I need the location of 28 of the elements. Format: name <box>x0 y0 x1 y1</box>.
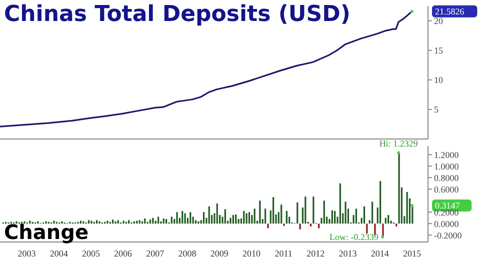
chart-title: Chinas Total Deposits (USD) <box>4 2 350 27</box>
x-tick-label: 2003 <box>18 248 36 258</box>
y-tick-label: 10 <box>434 75 444 86</box>
annotation: 21.5826 <box>435 6 465 16</box>
y-tick-label: 1.0000 <box>434 161 460 172</box>
y-tick-label: 0.8000 <box>434 172 460 183</box>
y-tick-label: 5 <box>434 104 439 115</box>
annotation: Hi: 1.2329 <box>379 138 418 149</box>
y-tick-label: -0.2000 <box>434 230 462 240</box>
y-tick-label: 20 <box>434 16 444 26</box>
x-tick-label: 2009 <box>210 248 229 258</box>
annotation: Low: -0.2339 <box>330 232 380 242</box>
y-tick-label: 15 <box>434 46 444 56</box>
y-tick-label: 0.0000 <box>434 218 460 229</box>
x-tick-label: 2013 <box>338 248 358 258</box>
x-tick-label: 2005 <box>82 248 100 258</box>
x-tick-label: 2012 <box>306 248 325 258</box>
x-tick-label: 2015 <box>402 248 422 258</box>
x-tick-label: 2011 <box>274 248 292 258</box>
y-tick-label: 0.6000 <box>434 184 460 194</box>
y-tick-label: 1.2000 <box>434 150 460 160</box>
text: Change <box>4 220 89 244</box>
x-tick-label: 2014 <box>370 248 390 258</box>
x-tick-label: 2010 <box>242 248 261 258</box>
x-tick-label: 2004 <box>50 248 68 258</box>
x-tick-label: 2006 <box>114 248 133 258</box>
x-tick-label: 2008 <box>178 248 197 258</box>
x-tick-label: 2007 <box>146 248 165 258</box>
